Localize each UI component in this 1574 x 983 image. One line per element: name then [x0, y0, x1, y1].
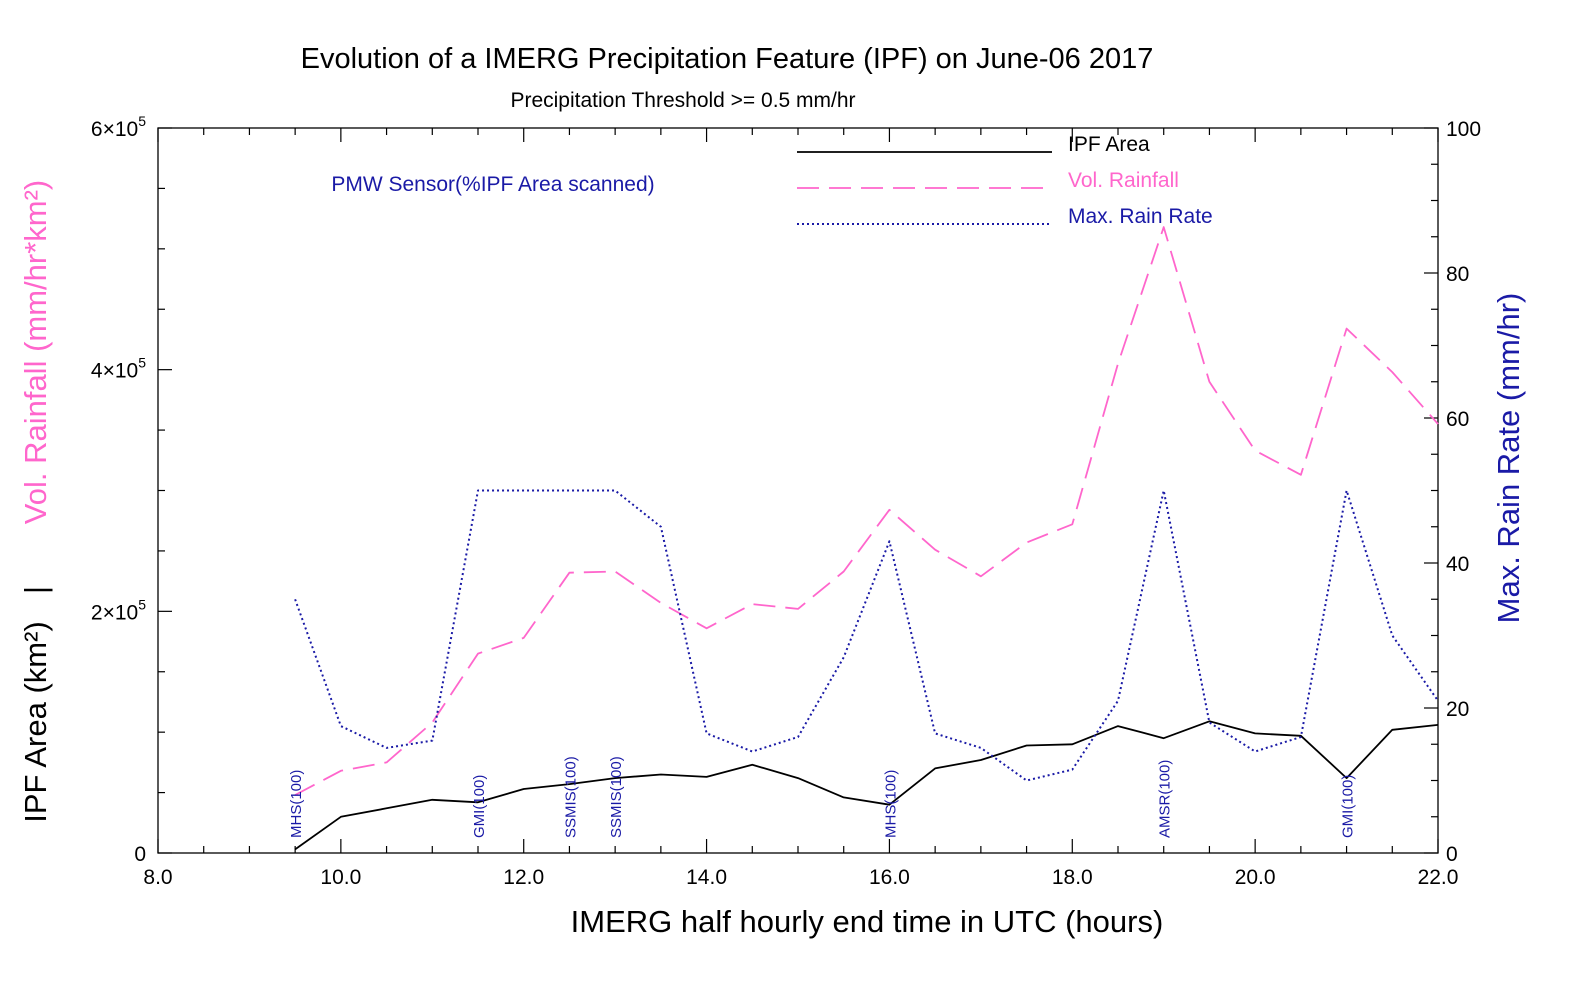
y-left-tick-label: 0 — [134, 843, 146, 866]
x-tick-label: 14.0 — [686, 866, 727, 889]
x-tick-label: 22.0 — [1418, 866, 1459, 889]
y-right-axis-ticks: 0 20 40 60 80 100 — [1424, 118, 1481, 866]
y-left-tick-label: 6×105 — [91, 113, 146, 141]
sensor-label: MHS(100) — [882, 770, 899, 838]
x-tick-label: 10.0 — [320, 866, 361, 889]
legend-label: Vol. Rainfall — [1068, 169, 1179, 192]
plot-axes — [157, 127, 1439, 854]
chart-subtitle: Precipitation Threshold >= 0.5 mm/hr — [510, 89, 855, 112]
y-right-tick-label: 20 — [1446, 698, 1469, 721]
y-right-tick-label: 40 — [1446, 553, 1469, 576]
legend: IPF Area Vol. Rainfall Max. Rain Rate — [797, 133, 1213, 228]
chart-title: Evolution of a IMERG Precipitation Featu… — [301, 43, 1154, 75]
y-right-tick-label: 100 — [1446, 118, 1481, 141]
y-left-label-area: IPF Area (km²) — [18, 621, 53, 823]
sensor-label: GMI(100) — [1340, 775, 1357, 838]
legend-label: Max. Rain Rate — [1068, 205, 1213, 228]
sensor-label: GMI(100) — [471, 775, 488, 838]
sensor-annotations: MHS(100) GMI(100) SSMIS(100) SSMIS(100) MHS(… — [288, 756, 1356, 838]
series-lines — [294, 226, 1439, 851]
x-axis-label: IMERG half hourly end time in UTC (hours… — [571, 904, 1164, 939]
x-tick-label: 8.0 — [143, 866, 172, 889]
y-right-tick-label: 0 — [1446, 843, 1458, 866]
x-tick-label: 12.0 — [503, 866, 544, 889]
series-line-vol-rainfall — [294, 226, 1439, 796]
y-left-tick-label: 4×105 — [91, 355, 146, 383]
x-tick-label: 20.0 — [1235, 866, 1276, 889]
y-right-tick-label: 80 — [1446, 263, 1469, 286]
x-tick-label: 16.0 — [869, 866, 910, 889]
y-left-tick-label: 2×105 — [91, 596, 146, 624]
sensor-label: MHS(100) — [288, 770, 305, 838]
sensor-label: AMSR(100) — [1157, 760, 1174, 838]
y-left-label-rain: Vol. Rainfall (mm/hr*km²) — [18, 180, 53, 525]
legend-label: IPF Area — [1068, 133, 1150, 156]
plot-frame — [157, 127, 1439, 854]
series-line-ipf-area — [294, 720, 1439, 851]
y-left-axis-ticks: 0 2×105 4×105 6×105 — [91, 113, 172, 866]
sensor-label: SSMIS(100) — [608, 756, 625, 838]
y-right-tick-label: 60 — [1446, 408, 1469, 431]
sensor-label: SSMIS(100) — [562, 756, 579, 838]
x-tick-label: 18.0 — [1052, 866, 1093, 889]
y-left-label-separator: | — [18, 586, 53, 594]
x-axis-ticks: 8.0 10.0 12.0 14.0 16.0 18.0 20.0 22.0 — [143, 128, 1458, 889]
sensor-title: PMW Sensor(%IPF Area scanned) — [331, 173, 654, 196]
y-right-label: Max. Rain Rate (mm/hr) — [1491, 293, 1526, 624]
series-line-max-rain-rate — [294, 489, 1439, 782]
